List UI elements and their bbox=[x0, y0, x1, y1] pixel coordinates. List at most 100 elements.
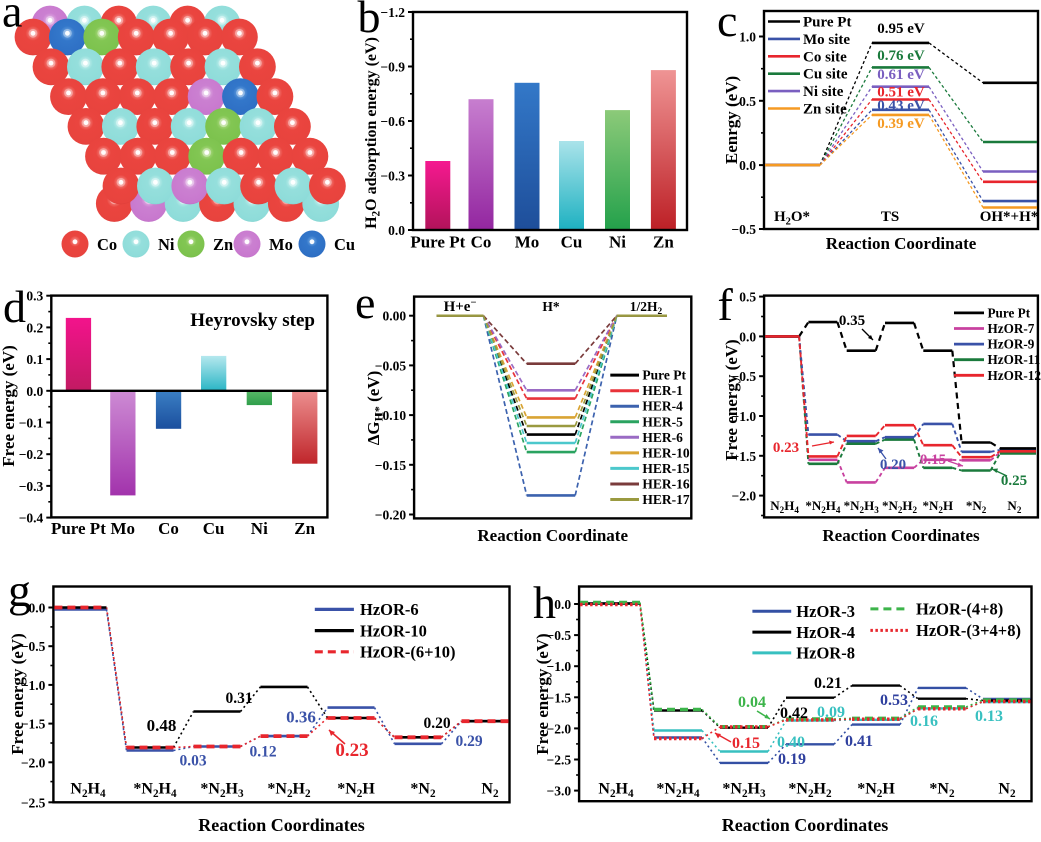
svg-text:*N2: *N2 bbox=[410, 781, 436, 801]
svg-text:HER-6: HER-6 bbox=[642, 430, 683, 445]
svg-text:0.48: 0.48 bbox=[147, 716, 177, 735]
svg-text:Reaction Coordinate: Reaction Coordinate bbox=[826, 234, 977, 253]
svg-text:N2H4: N2H4 bbox=[770, 498, 799, 515]
svg-text:−2.0: −2.0 bbox=[21, 755, 46, 770]
svg-text:g: g bbox=[8, 565, 31, 616]
svg-text:0.0: 0.0 bbox=[388, 223, 405, 238]
svg-text:Co: Co bbox=[97, 235, 117, 254]
svg-text:N2: N2 bbox=[481, 781, 499, 801]
svg-text:0.09: 0.09 bbox=[817, 704, 845, 721]
svg-text:0.61 eV: 0.61 eV bbox=[877, 67, 925, 83]
svg-text:*N2: *N2 bbox=[929, 781, 955, 801]
svg-text:0.20: 0.20 bbox=[423, 715, 450, 732]
svg-text:Pure Pt: Pure Pt bbox=[51, 519, 106, 538]
svg-text:1/2H2: 1/2H2 bbox=[630, 299, 663, 317]
svg-text:f: f bbox=[718, 279, 734, 330]
svg-text:HzOR-11: HzOR-11 bbox=[988, 352, 1041, 367]
svg-text:0.40: 0.40 bbox=[777, 734, 805, 751]
svg-text:0.39 eV: 0.39 eV bbox=[877, 116, 925, 132]
svg-text:HzOR-3: HzOR-3 bbox=[796, 602, 855, 621]
svg-text:HzOR-12: HzOR-12 bbox=[988, 368, 1041, 383]
svg-text:Free energy (eV): Free energy (eV) bbox=[8, 633, 27, 754]
svg-text:0.35: 0.35 bbox=[839, 313, 865, 329]
svg-text:1.0: 1.0 bbox=[739, 30, 756, 45]
svg-text:Zn: Zn bbox=[294, 519, 315, 538]
svg-text:*N2H4: *N2H4 bbox=[656, 781, 700, 801]
svg-text:HER-5: HER-5 bbox=[642, 414, 683, 429]
svg-text:HzOR-4: HzOR-4 bbox=[796, 623, 855, 642]
svg-text:−2.0: −2.0 bbox=[732, 489, 757, 504]
svg-text:Zn site: Zn site bbox=[803, 102, 847, 118]
svg-text:−0.20: −0.20 bbox=[375, 508, 407, 523]
svg-text:Mo: Mo bbox=[515, 233, 540, 252]
svg-text:Co site: Co site bbox=[803, 49, 847, 65]
svg-text:0.41: 0.41 bbox=[845, 733, 873, 750]
svg-text:0.13: 0.13 bbox=[975, 708, 1003, 725]
svg-text:c: c bbox=[717, 0, 737, 46]
svg-text:*N2H2: *N2H2 bbox=[882, 498, 918, 515]
svg-text:0.23: 0.23 bbox=[335, 740, 368, 761]
svg-text:0.0: 0.0 bbox=[29, 601, 46, 616]
svg-text:0.15: 0.15 bbox=[732, 735, 760, 752]
svg-text:−0.3: −0.3 bbox=[380, 169, 405, 184]
svg-text:0.31: 0.31 bbox=[225, 690, 252, 707]
svg-text:Co: Co bbox=[471, 233, 492, 252]
svg-text:0.36: 0.36 bbox=[286, 708, 316, 727]
svg-text:0.03: 0.03 bbox=[179, 753, 206, 770]
svg-text:Cu site: Cu site bbox=[803, 67, 848, 83]
svg-text:HER-17: HER-17 bbox=[642, 492, 690, 507]
svg-text:Reaction Coordinates: Reaction Coordinates bbox=[822, 526, 980, 545]
svg-text:ΔGH* (eV): ΔGH* (eV) bbox=[364, 371, 386, 446]
svg-text:*N2H: *N2H bbox=[337, 781, 375, 801]
svg-text:0.3: 0.3 bbox=[26, 289, 43, 304]
svg-text:H2O adsorption energy (eV): H2O adsorption energy (eV) bbox=[363, 37, 383, 229]
svg-text:0.0: 0.0 bbox=[739, 329, 756, 344]
svg-text:−0.6: −0.6 bbox=[380, 114, 405, 129]
svg-text:b: b bbox=[358, 0, 381, 42]
svg-text:H+e−: H+e− bbox=[444, 297, 477, 315]
svg-text:N2H4: N2H4 bbox=[598, 781, 634, 801]
svg-text:0.15: 0.15 bbox=[920, 452, 946, 468]
svg-text:HER-1: HER-1 bbox=[642, 383, 683, 398]
svg-text:Free energy (eV): Free energy (eV) bbox=[722, 339, 741, 460]
svg-text:Reaction Coordinates: Reaction Coordinates bbox=[198, 815, 364, 835]
svg-text:Eenrgy (eV): Eenrgy (eV) bbox=[722, 76, 741, 164]
svg-text:HzOR-(6+10): HzOR-(6+10) bbox=[360, 643, 456, 662]
svg-text:−0.4: −0.4 bbox=[19, 511, 44, 526]
svg-text:Free energy (eV): Free energy (eV) bbox=[0, 345, 18, 466]
svg-text:−3.0: −3.0 bbox=[547, 784, 572, 799]
svg-text:0.21: 0.21 bbox=[814, 675, 842, 692]
svg-text:−0.2: −0.2 bbox=[19, 447, 44, 462]
svg-text:HzOR-10: HzOR-10 bbox=[360, 621, 427, 640]
svg-text:Pure Pt: Pure Pt bbox=[410, 233, 465, 252]
svg-text:0.20: 0.20 bbox=[880, 457, 906, 473]
svg-text:0.29: 0.29 bbox=[455, 733, 482, 750]
svg-text:−2.5: −2.5 bbox=[21, 795, 46, 810]
svg-text:Cu: Cu bbox=[203, 519, 225, 538]
svg-text:*N2H: *N2H bbox=[923, 498, 954, 515]
svg-text:N2: N2 bbox=[998, 781, 1016, 801]
svg-text:HzOR-(3+4+8): HzOR-(3+4+8) bbox=[916, 621, 1021, 640]
svg-text:Pure Pt: Pure Pt bbox=[988, 305, 1031, 320]
svg-text:*N2H3: *N2H3 bbox=[844, 498, 880, 515]
svg-text:Mo: Mo bbox=[269, 235, 293, 254]
svg-text:TS: TS bbox=[881, 209, 899, 225]
svg-text:0.76 eV: 0.76 eV bbox=[877, 48, 925, 64]
svg-text:0.0: 0.0 bbox=[554, 597, 571, 612]
svg-text:N2: N2 bbox=[1007, 498, 1021, 515]
svg-text:Zn: Zn bbox=[653, 233, 674, 252]
svg-text:−0.9: −0.9 bbox=[380, 60, 405, 75]
svg-text:0.42: 0.42 bbox=[780, 705, 808, 722]
svg-text:H*: H* bbox=[542, 299, 560, 314]
svg-text:0.53: 0.53 bbox=[880, 692, 908, 709]
svg-text:Pure Pt: Pure Pt bbox=[803, 15, 851, 31]
svg-text:*N2H4: *N2H4 bbox=[133, 781, 177, 801]
svg-text:*N2H2: *N2H2 bbox=[788, 781, 832, 801]
svg-text:Cu: Cu bbox=[561, 233, 583, 252]
svg-text:Ni: Ni bbox=[609, 233, 626, 252]
svg-text:0.5: 0.5 bbox=[739, 94, 756, 109]
svg-text:*N2: *N2 bbox=[966, 498, 987, 515]
svg-text:HER-4: HER-4 bbox=[642, 399, 683, 414]
svg-text:Ni: Ni bbox=[158, 235, 175, 254]
svg-text:*N2H: *N2H bbox=[857, 781, 895, 801]
